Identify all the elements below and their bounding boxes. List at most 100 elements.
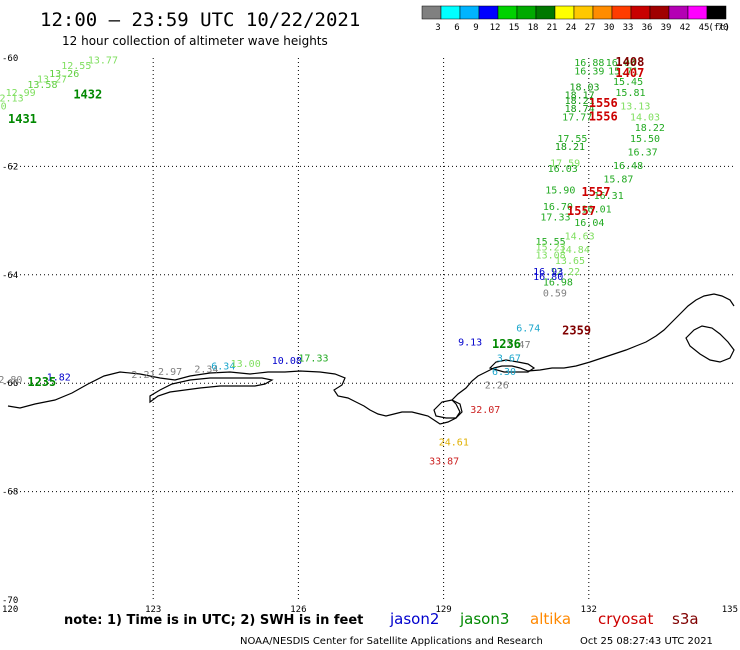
wave-height-label: 32.07 bbox=[470, 405, 500, 416]
longitude-label: 126 bbox=[290, 605, 306, 615]
wave-height-label: 16.00 bbox=[606, 58, 636, 69]
wave-height-label: 15.55 bbox=[536, 237, 566, 248]
legend-swatch bbox=[497, 5, 518, 20]
wave-height-label: 12.55 bbox=[61, 61, 91, 72]
map-subtitle: 12 hour collection of altimeter wave hei… bbox=[62, 34, 328, 48]
wave-height-label: 2.34 bbox=[194, 364, 218, 375]
coastline-bay bbox=[488, 359, 536, 373]
wave-height-label: 15.23 bbox=[536, 242, 566, 253]
legend-label: 21 bbox=[547, 23, 558, 33]
wave-height-label: 15.45 bbox=[613, 77, 643, 88]
coastline-east bbox=[685, 325, 735, 363]
wave-height-labels: 13.7712.5513.2613.2713.5812.9912.1313.00… bbox=[0, 55, 665, 467]
longitude-label: 135 bbox=[722, 605, 738, 615]
coastline-ice-tongue bbox=[433, 399, 463, 419]
wave-height-label: 24.61 bbox=[439, 438, 469, 449]
time-label: 1431 bbox=[8, 112, 37, 126]
longitude-labels: 120 123 126 129 132 135 bbox=[2, 605, 738, 615]
legend-swatch bbox=[535, 5, 556, 20]
wave-height-label: 13.27 bbox=[37, 74, 67, 85]
wave-height-label: 17.55 bbox=[557, 134, 587, 145]
wave-height-label: 13.65 bbox=[555, 256, 585, 267]
wave-height-label: 17.33 bbox=[298, 354, 328, 365]
time-label: 1556 bbox=[589, 96, 618, 110]
legend-swatch bbox=[459, 5, 480, 20]
wave-height-label: 12.13 bbox=[0, 93, 24, 104]
legend-swatch bbox=[592, 5, 613, 20]
time-label: 1557 bbox=[567, 204, 596, 218]
map-title: 12:00 – 23:59 UTC 10/22/2021 bbox=[40, 9, 360, 31]
wave-height-label: 16.80 bbox=[533, 272, 563, 283]
wave-height-label: 16.70 bbox=[543, 202, 573, 213]
wave-height-label: 9.13 bbox=[458, 337, 482, 348]
longitude-label: 129 bbox=[435, 605, 451, 615]
legend-swatch bbox=[611, 5, 632, 20]
wave-height-label: 0.59 bbox=[543, 288, 567, 299]
satellite-name: cryosat bbox=[598, 610, 653, 628]
latitude-label: -70 bbox=[2, 596, 18, 606]
satellite-name: jason2 bbox=[389, 610, 439, 628]
wave-height-label: 18.17 bbox=[565, 91, 595, 102]
legend-label: 45 bbox=[699, 23, 710, 33]
legend-swatch bbox=[554, 5, 575, 20]
wave-height-label: 15.81 bbox=[615, 88, 645, 99]
wave-height-label: 18.74 bbox=[565, 104, 595, 115]
wave-height-label: 13.26 bbox=[49, 69, 79, 80]
legend-label: 27 bbox=[585, 23, 596, 33]
graticule bbox=[8, 58, 734, 600]
wave-height-label: 6.74 bbox=[516, 324, 540, 335]
wave-height-label: 3.67 bbox=[497, 354, 521, 365]
color-legend: 3 6 9 12 15 18 21 24 27 30 33 36 39 42 45 70(ft) bbox=[421, 5, 730, 33]
legend-label: 39 bbox=[661, 23, 672, 33]
wave-height-label: 13.13 bbox=[620, 101, 650, 112]
wave-height-label: 16.48 bbox=[613, 161, 643, 172]
coastline-path bbox=[7, 293, 735, 425]
wave-height-label: 15.87 bbox=[603, 175, 633, 186]
legend-swatch bbox=[668, 5, 689, 20]
legend-label: 15 bbox=[509, 23, 520, 33]
wave-height-label: 13.08 bbox=[536, 251, 566, 262]
wave-height-label: 16.01 bbox=[582, 204, 612, 215]
wave-height-label: 15.71 bbox=[608, 66, 638, 77]
latitude-label: -62 bbox=[2, 162, 18, 172]
wave-height-label: 18.22 bbox=[635, 123, 665, 134]
legend-swatch bbox=[573, 5, 594, 20]
wave-height-label: 2.97 bbox=[158, 367, 182, 378]
wave-height-label: 18.03 bbox=[569, 83, 599, 94]
legend-swatch bbox=[687, 5, 708, 20]
wave-height-label: 13.77 bbox=[88, 55, 118, 66]
latitude-labels: -60 -62 -64 -66 -68 -70 bbox=[2, 54, 18, 606]
satellite-legend: jason2 jason3 altika cryosat s3a bbox=[389, 610, 699, 628]
wave-height-label: 10.08 bbox=[272, 356, 302, 367]
time-label: 1236 bbox=[492, 337, 521, 351]
wave-height-label: 15.90 bbox=[545, 186, 575, 197]
wave-height-label: 2.21 bbox=[131, 370, 155, 381]
time-label: 1432 bbox=[73, 88, 102, 102]
legend-label: 36 bbox=[642, 23, 653, 33]
wave-height-label: 18.21 bbox=[565, 96, 595, 107]
timestamp-text: Oct 25 08:27:43 UTC 2021 bbox=[580, 636, 713, 647]
wave-height-label: 13.00 bbox=[231, 359, 261, 370]
legend-swatch bbox=[478, 5, 499, 20]
wave-height-label: 2.80 bbox=[0, 375, 22, 386]
legend-label: 70 bbox=[718, 23, 729, 33]
time-label: 1408 bbox=[615, 55, 644, 69]
longitude-label: 132 bbox=[581, 605, 597, 615]
legend-swatch bbox=[630, 5, 651, 20]
latitude-label: -60 bbox=[2, 54, 18, 64]
wave-height-label: 17.77 bbox=[562, 112, 592, 123]
legend-label: 24 bbox=[566, 23, 577, 33]
legend-swatch bbox=[440, 5, 461, 20]
wave-height-label: 12.99 bbox=[6, 88, 36, 99]
wave-height-label: 16.93 bbox=[533, 267, 563, 278]
wave-height-label: 17.59 bbox=[550, 158, 580, 169]
wave-height-label: 16.37 bbox=[628, 148, 658, 159]
time-label: 1407 bbox=[615, 66, 644, 80]
wave-height-label: 18.21 bbox=[555, 142, 585, 153]
legend-label: 3 bbox=[435, 23, 440, 33]
footer-note: note: 1) Time is in UTC; 2) SWH is in fe… bbox=[64, 613, 363, 628]
coastline-inlet bbox=[149, 377, 274, 404]
legend-label: 6 bbox=[454, 23, 459, 33]
wave-height-label: 12.22 bbox=[550, 267, 580, 278]
credit-text: NOAA/NESDIS Center for Satellite Applica… bbox=[240, 636, 543, 647]
